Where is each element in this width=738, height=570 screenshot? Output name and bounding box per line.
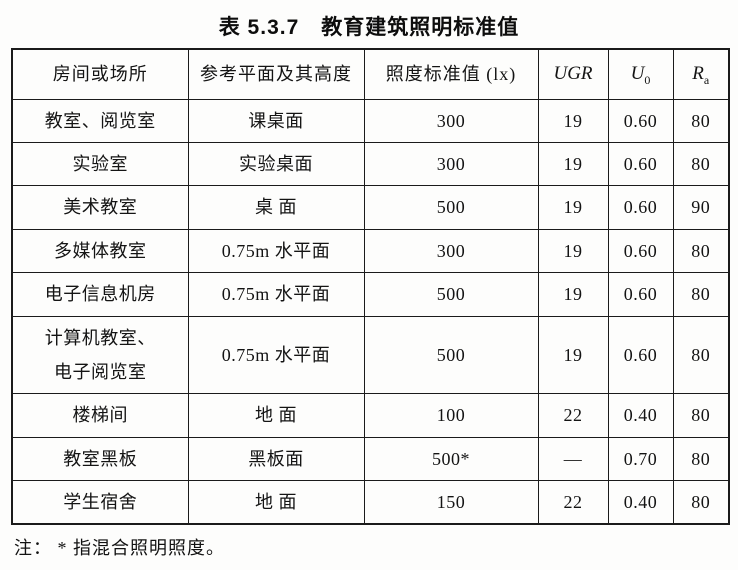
cell-lux: 500*: [363, 436, 539, 482]
cell-place: 电子信息机房: [11, 272, 189, 317]
cell-place: 多媒体教室: [11, 228, 189, 274]
cell-ra: 80: [672, 480, 730, 525]
header-room-or-place: 房间或场所: [11, 48, 189, 100]
table-row: 美术教室 桌 面 500 19 0.60 90: [11, 185, 730, 230]
footnote: 注： * 指混合照明照度。: [14, 538, 225, 558]
cell-lux: 100: [363, 393, 539, 438]
cell-place: 楼梯间: [11, 393, 189, 438]
cell-u0: 0.40: [607, 393, 674, 438]
header-u0: U0: [607, 48, 674, 100]
cell-ugr: 22: [537, 393, 609, 438]
cell-ugr: 22: [537, 480, 609, 525]
table-row: 楼梯间 地 面 100 22 0.40 80: [11, 393, 730, 438]
cell-lux: 500: [363, 315, 539, 395]
table-row: 电子信息机房 0.75m 水平面 500 19 0.60 80: [11, 272, 730, 317]
cell-plane: 地 面: [187, 393, 365, 438]
lighting-standards-table: 房间或场所 参考平面及其高度 照度标准值 (lx) UGR U0 Ra 教室、阅…: [11, 48, 730, 525]
cell-place: 教室黑板: [11, 436, 189, 482]
cell-ra: 80: [672, 228, 730, 274]
cell-plane: 实验桌面: [187, 141, 365, 187]
cell-plane: 课桌面: [187, 98, 365, 143]
cell-u0: 0.40: [607, 480, 674, 525]
table-row: 多媒体教室 0.75m 水平面 300 19 0.60 80: [11, 228, 730, 274]
cell-place: 学生宿舍: [11, 480, 189, 525]
cell-plane: 地 面: [187, 480, 365, 525]
cell-plane: 0.75m 水平面: [187, 272, 365, 317]
table-row: 计算机教室、 电子阅览室 0.75m 水平面 500 19 0.60 80: [11, 315, 730, 395]
cell-ra: 90: [672, 185, 730, 230]
header-ra: Ra: [672, 48, 730, 100]
cell-u0: 0.70: [607, 436, 674, 482]
cell-u0: 0.60: [607, 315, 674, 395]
cell-place: 实验室: [11, 141, 189, 187]
table-title: 表 5.3.7 教育建筑照明标准值: [218, 16, 520, 39]
cell-ra: 80: [672, 272, 730, 317]
cell-ugr: 19: [537, 98, 609, 143]
cell-place: 美术教室: [11, 185, 189, 230]
cell-u0: 0.60: [607, 141, 674, 187]
cell-ra: 80: [672, 98, 730, 143]
cell-lux: 300: [363, 228, 539, 274]
cell-u0: 0.60: [607, 98, 674, 143]
table-row: 教室黑板 黑板面 500* — 0.70 80: [11, 436, 730, 482]
cell-ugr: 19: [537, 185, 609, 230]
cell-lux: 150: [363, 480, 539, 525]
cell-plane: 0.75m 水平面: [187, 228, 365, 274]
cell-lux: 300: [363, 141, 539, 187]
cell-place: 计算机教室、 电子阅览室: [11, 315, 189, 395]
table-row: 学生宿舍 地 面 150 22 0.40 80: [11, 480, 730, 525]
cell-place: 教室、阅览室: [11, 98, 189, 143]
cell-ra: 80: [672, 436, 730, 482]
cell-plane: 0.75m 水平面: [187, 315, 365, 395]
cell-u0: 0.60: [607, 228, 674, 274]
cell-ra: 80: [672, 141, 730, 187]
header-reference-plane: 参考平面及其高度: [187, 48, 365, 100]
cell-ugr: 19: [537, 141, 609, 187]
cell-ugr: —: [537, 436, 609, 482]
cell-u0: 0.60: [607, 185, 674, 230]
table-row: 教室、阅览室 课桌面 300 19 0.60 80: [11, 98, 730, 143]
header-illuminance-value: 照度标准值 (lx): [363, 48, 539, 100]
cell-ra: 80: [672, 393, 730, 438]
cell-lux: 300: [363, 98, 539, 143]
cell-ugr: 19: [537, 315, 609, 395]
cell-ugr: 19: [537, 228, 609, 274]
header-ugr: UGR: [537, 48, 609, 100]
table-header-row: 房间或场所 参考平面及其高度 照度标准值 (lx) UGR U0 Ra: [11, 48, 730, 100]
cell-lux: 500: [363, 185, 539, 230]
cell-u0: 0.60: [607, 272, 674, 317]
cell-ugr: 19: [537, 272, 609, 317]
cell-lux: 500: [363, 272, 539, 317]
cell-plane: 桌 面: [187, 185, 365, 230]
cell-plane: 黑板面: [187, 436, 365, 482]
cell-ra: 80: [672, 315, 730, 395]
table-row: 实验室 实验桌面 300 19 0.60 80: [11, 141, 730, 187]
